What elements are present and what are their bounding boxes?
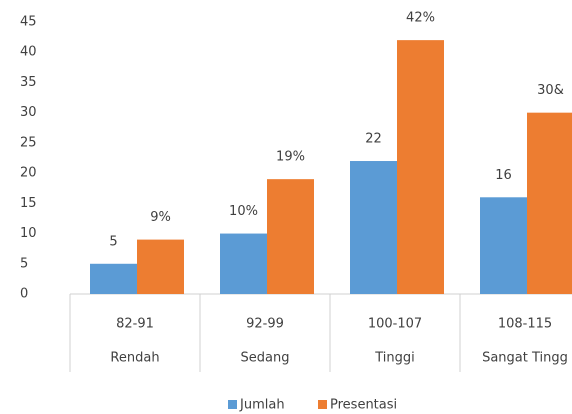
- data-label: 30&: [537, 83, 564, 98]
- y-tick-label: 35: [20, 75, 37, 90]
- bar: [480, 197, 527, 294]
- bar: [267, 179, 314, 294]
- y-tick-label: 25: [20, 135, 37, 150]
- data-label: 9%: [150, 210, 171, 225]
- x-tick-label: 82-91: [116, 317, 154, 332]
- bar: [350, 161, 397, 294]
- bar: [220, 233, 267, 294]
- x-group-label: Rendah: [110, 351, 159, 366]
- data-label: 19%: [276, 150, 305, 165]
- data-label: 42%: [406, 11, 435, 26]
- legend-swatch: [318, 400, 327, 409]
- x-group-label: Tinggi: [374, 351, 415, 366]
- y-tick-label: 5: [20, 256, 28, 271]
- legend-label: Jumlah: [239, 398, 285, 413]
- y-tick-label: 15: [20, 196, 37, 211]
- bar: [397, 40, 444, 295]
- y-tick-label: 10: [20, 226, 37, 241]
- y-tick-label: 30: [20, 105, 37, 120]
- y-tick-label: 20: [20, 166, 37, 181]
- x-group-label: Sangat Tingg: [482, 351, 568, 366]
- data-label: 22: [365, 132, 382, 147]
- legend-label: Presentasi: [330, 398, 397, 413]
- data-label: 5: [109, 234, 117, 249]
- y-tick-label: 40: [20, 45, 37, 60]
- bar: [90, 263, 137, 294]
- x-tick-label: 108-115: [498, 317, 552, 332]
- data-label: 10%: [229, 204, 258, 219]
- data-label: 16: [495, 168, 512, 183]
- y-tick-label: 45: [20, 15, 37, 30]
- x-group-label: Sedang: [241, 351, 290, 366]
- x-tick-label: 92-99: [246, 317, 284, 332]
- bar: [137, 239, 184, 294]
- y-tick-label: 0: [20, 287, 28, 302]
- legend-swatch: [228, 400, 237, 409]
- bar: [527, 112, 572, 295]
- x-tick-label: 100-107: [368, 317, 422, 332]
